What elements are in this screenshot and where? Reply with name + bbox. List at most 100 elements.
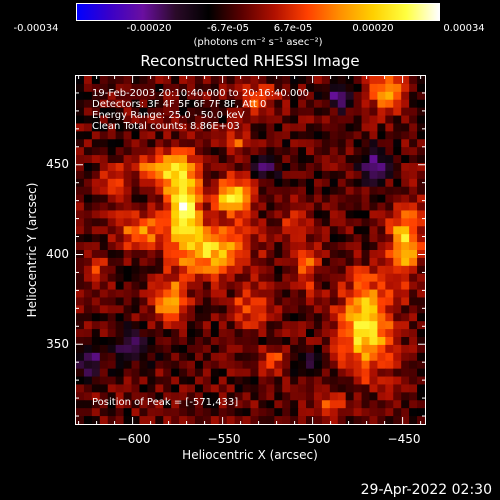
heatmap-cell (409, 408, 418, 417)
heatmap-cell (163, 368, 172, 378)
heatmap-cell (313, 289, 323, 299)
heatmap-cell (99, 194, 109, 204)
heatmap-cell (155, 352, 164, 362)
heatmap-cell (385, 392, 394, 401)
heatmap-cell (298, 170, 307, 180)
heatmap-cell (234, 242, 244, 251)
heatmap-cell (115, 178, 125, 188)
heatmap-cell (242, 344, 252, 354)
heatmap-cell (179, 400, 188, 409)
heatmap-cell (187, 242, 196, 251)
heatmap-cell (115, 170, 125, 180)
heatmap-cell (139, 91, 148, 101)
heatmap-cell (202, 265, 212, 275)
heatmap-cell (155, 242, 164, 251)
heatmap-cell (345, 265, 355, 275)
heatmap-cell (83, 305, 93, 314)
heatmap-cell (179, 344, 188, 354)
heatmap-cell (417, 218, 425, 227)
heatmap-cell (99, 337, 109, 346)
heatmap-cell (234, 155, 244, 164)
heatmap-cell (361, 76, 371, 85)
heatmap-cell (194, 210, 204, 219)
heatmap-cell (163, 257, 172, 267)
heatmap-cell (147, 250, 156, 259)
heatmap-cell (76, 321, 85, 330)
heatmap-cell (131, 218, 141, 227)
heatmap-cell (337, 242, 347, 251)
heatmap-cell (163, 281, 172, 291)
heatmap-cell (409, 297, 418, 306)
heatmap-cell (282, 194, 291, 204)
heatmap-cell (377, 91, 386, 101)
heatmap-cell (401, 400, 410, 409)
heatmap-cell (163, 76, 172, 85)
heatmap-cell (194, 257, 204, 267)
heatmap-cell (179, 321, 188, 330)
heatmap-cell (361, 321, 371, 330)
heatmap-cell (361, 202, 371, 212)
heatmap-cell (115, 384, 125, 393)
heatmap-cell (369, 305, 379, 314)
heatmap-cell (313, 210, 323, 219)
heatmap-cell (282, 123, 291, 132)
heatmap-cell (242, 313, 252, 322)
heatmap-cell (76, 131, 85, 140)
heatmap-cell (321, 289, 331, 299)
heatmap-cell (361, 376, 371, 386)
heatmap-cell (226, 344, 236, 354)
heatmap-cell (155, 194, 164, 204)
heatmap-cell (171, 265, 180, 275)
heatmap-cell (171, 91, 180, 101)
heatmap-cell (250, 376, 260, 386)
heatmap-cell (401, 226, 410, 235)
heatmap-cell (99, 305, 109, 314)
heatmap-cell (99, 139, 109, 148)
heatmap-cell (401, 313, 410, 322)
heatmap-cell (194, 234, 204, 243)
heatmap-cell (234, 376, 244, 386)
heatmap-cell (123, 305, 133, 314)
heatmap-cell (345, 115, 355, 125)
heatmap-cell (218, 392, 228, 401)
heatmap-cell (210, 376, 220, 386)
heatmap-cell (107, 337, 117, 346)
heatmap-cell (306, 368, 315, 378)
heatmap-cell (107, 344, 117, 354)
heatmap-cell (345, 344, 355, 354)
heatmap-cell (171, 273, 180, 283)
heatmap-cell (179, 281, 188, 291)
heatmap-cell (218, 250, 228, 259)
heatmap-cell (337, 337, 347, 346)
heatmap-cell (234, 202, 244, 212)
heatmap-cell (385, 273, 394, 283)
heatmap-cell (210, 257, 220, 267)
heatmap-cell (313, 376, 323, 386)
heatmap-cell (210, 289, 220, 299)
heatmap-cell (234, 131, 244, 140)
heatmap-cell (361, 218, 371, 227)
heatmap-cell (83, 368, 93, 378)
heatmap-cell (321, 83, 331, 93)
heatmap-cell (385, 384, 394, 393)
heatmap-cell (171, 329, 180, 338)
heatmap-cell (377, 194, 386, 204)
heatmap-cell (187, 416, 196, 424)
heatmap-cell (393, 107, 402, 117)
heatmap-cell (417, 76, 425, 85)
heatmap-cell (91, 186, 101, 196)
heatmap-cell (194, 337, 204, 346)
heatmap-cell (409, 91, 418, 101)
heatmap-cell (123, 273, 133, 283)
heatmap-cell (83, 257, 93, 267)
heatmap-cell (202, 376, 212, 386)
heatmap-cell (131, 321, 141, 330)
heatmap-cell (218, 352, 228, 362)
heatmap-cell (194, 186, 204, 196)
heatmap-cell (202, 321, 212, 330)
heatmap-cell (99, 360, 109, 370)
heatmap-cell (409, 107, 418, 117)
heatmap-cell (131, 273, 141, 283)
heatmap-cell (147, 123, 156, 132)
heatmap-cell (242, 250, 252, 259)
